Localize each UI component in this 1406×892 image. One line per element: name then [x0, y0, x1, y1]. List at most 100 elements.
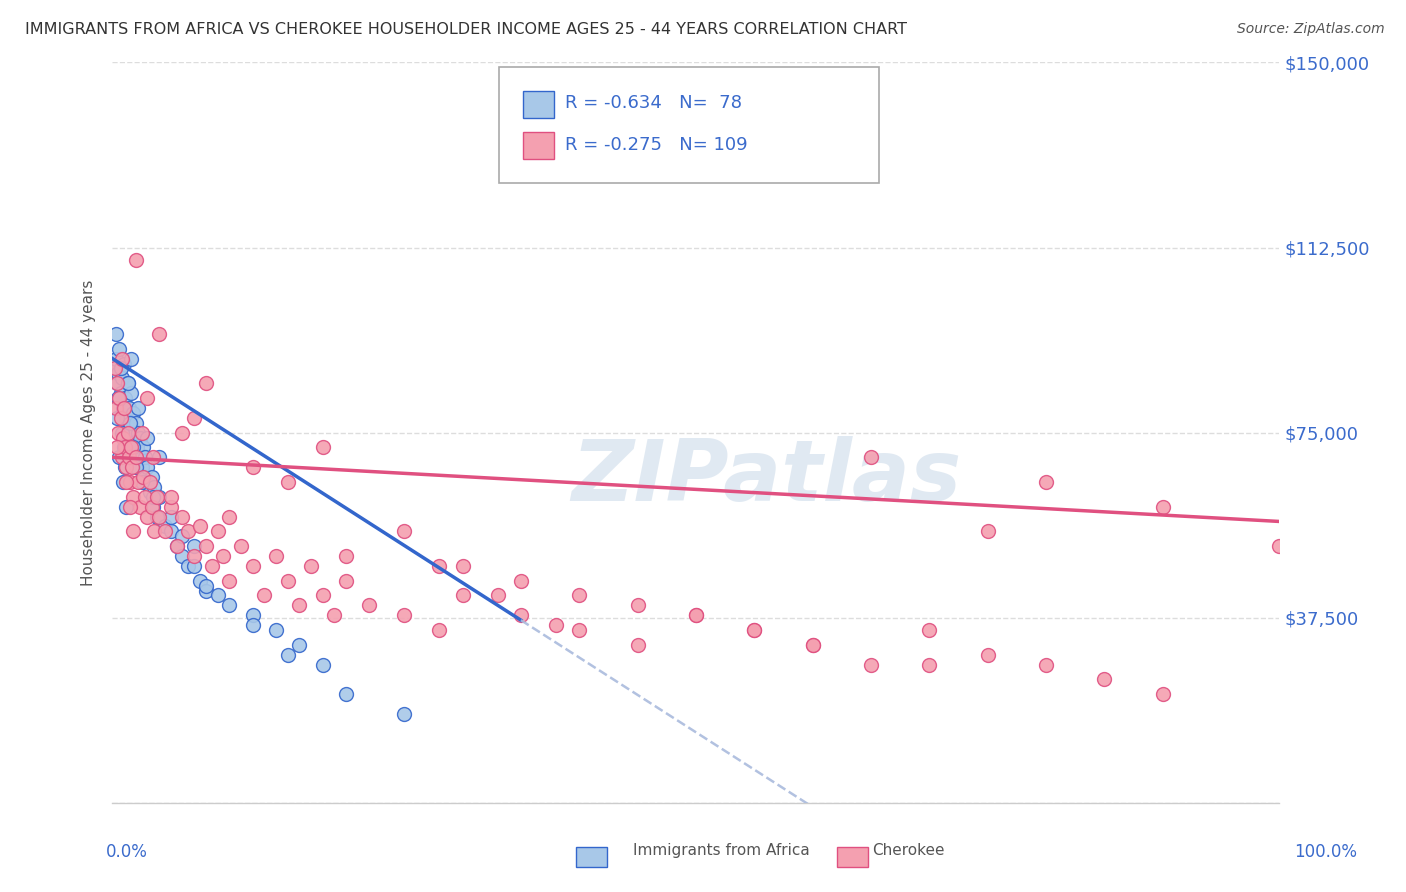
Text: IMMIGRANTS FROM AFRICA VS CHEROKEE HOUSEHOLDER INCOME AGES 25 - 44 YEARS CORRELA: IMMIGRANTS FROM AFRICA VS CHEROKEE HOUSE… [25, 22, 907, 37]
Point [183, 539, 205, 553]
Point [120, 351, 142, 366]
Point [172, 509, 194, 524]
Point [118, 401, 141, 415]
Point [127, 475, 149, 489]
Point [111, 425, 134, 440]
Point [132, 470, 155, 484]
Point [288, 638, 311, 652]
Point [486, 589, 509, 603]
Point [110, 410, 132, 425]
Point [108, 450, 131, 465]
Point [1035, 657, 1057, 672]
Point [177, 524, 200, 539]
Point [148, 490, 170, 504]
Point [744, 623, 766, 637]
Point [127, 401, 149, 415]
Point [114, 460, 136, 475]
Point [120, 386, 142, 401]
Point [1268, 539, 1291, 553]
Point [115, 500, 138, 514]
Point [1385, 410, 1406, 425]
Point [918, 657, 941, 672]
Point [311, 589, 333, 603]
Point [118, 420, 141, 434]
Point [148, 509, 170, 524]
Point [172, 549, 194, 563]
Point [172, 425, 194, 440]
Point [242, 608, 264, 623]
Point [685, 608, 707, 623]
Point [253, 589, 276, 603]
Point [127, 425, 149, 440]
Point [115, 460, 138, 475]
Point [627, 599, 650, 613]
Point [104, 326, 127, 341]
Point [142, 490, 165, 504]
Point [104, 401, 127, 415]
Point [139, 475, 162, 489]
Point [117, 425, 139, 440]
Text: 0.0%: 0.0% [105, 843, 148, 861]
Point [143, 524, 166, 539]
Point [112, 357, 135, 371]
Point [110, 386, 132, 401]
Point [122, 490, 145, 504]
Point [111, 475, 134, 489]
Point [118, 450, 141, 465]
Point [359, 599, 381, 613]
Point [122, 524, 145, 539]
Point [132, 441, 155, 455]
Point [242, 618, 264, 632]
Point [128, 450, 150, 465]
Point [131, 425, 153, 440]
Point [218, 509, 240, 524]
Point [139, 484, 162, 499]
Point [160, 490, 183, 504]
Point [744, 623, 766, 637]
Point [544, 618, 567, 632]
Point [568, 589, 591, 603]
Point [107, 391, 129, 405]
Point [311, 441, 333, 455]
Point [108, 342, 131, 356]
Point [111, 351, 134, 366]
Point [136, 391, 159, 405]
Point [135, 475, 157, 489]
Point [111, 371, 134, 385]
Point [105, 410, 128, 425]
Point [121, 460, 143, 475]
Point [124, 435, 146, 450]
Point [143, 480, 166, 494]
Point [311, 657, 333, 672]
Point [120, 441, 142, 455]
Point [166, 539, 188, 553]
Point [288, 599, 311, 613]
Point [132, 470, 155, 484]
Text: ZIPatlas: ZIPatlas [571, 435, 962, 518]
Point [136, 460, 159, 475]
Text: Source: ZipAtlas.com: Source: ZipAtlas.com [1237, 22, 1385, 37]
Point [153, 524, 176, 539]
Point [141, 500, 163, 514]
Point [218, 599, 240, 613]
Text: R = -0.634   N=  78: R = -0.634 N= 78 [565, 94, 742, 112]
Point [111, 450, 134, 465]
Point [264, 549, 287, 563]
Point [153, 519, 176, 533]
Point [134, 490, 156, 504]
Point [860, 450, 883, 465]
Point [276, 574, 298, 588]
Point [148, 450, 170, 465]
Point [118, 500, 141, 514]
Point [1152, 687, 1174, 701]
Point [177, 558, 200, 573]
Point [276, 475, 298, 489]
Point [129, 500, 152, 514]
Point [276, 648, 298, 662]
Point [976, 648, 998, 662]
Point [264, 623, 287, 637]
Point [125, 450, 148, 465]
Point [115, 410, 138, 425]
Point [112, 441, 135, 455]
Point [105, 441, 128, 455]
